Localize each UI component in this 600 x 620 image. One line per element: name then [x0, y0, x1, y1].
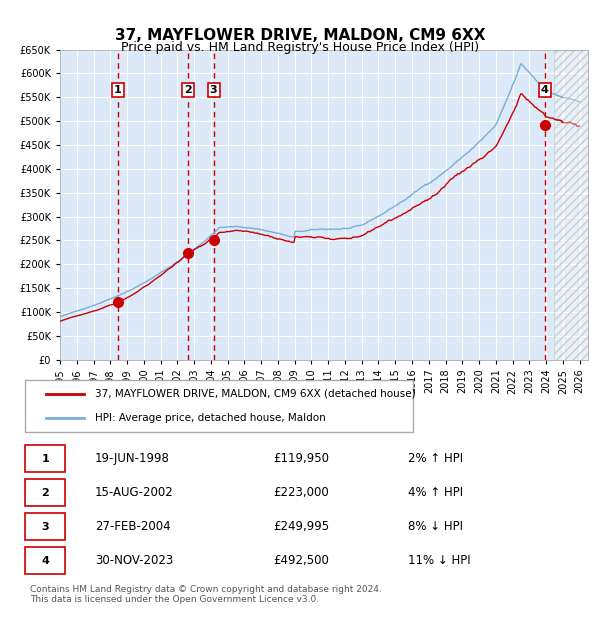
Text: Contains HM Land Registry data © Crown copyright and database right 2024.
This d: Contains HM Land Registry data © Crown c…: [30, 585, 382, 604]
Text: £223,000: £223,000: [273, 486, 329, 499]
Text: £119,950: £119,950: [273, 452, 329, 465]
Text: 1: 1: [114, 85, 122, 95]
Text: 3: 3: [41, 522, 49, 532]
Text: 8% ↓ HPI: 8% ↓ HPI: [408, 520, 463, 533]
Text: 37, MAYFLOWER DRIVE, MALDON, CM9 6XX: 37, MAYFLOWER DRIVE, MALDON, CM9 6XX: [115, 28, 485, 43]
Text: 3: 3: [210, 85, 217, 95]
Text: £492,500: £492,500: [273, 554, 329, 567]
Text: 1: 1: [41, 454, 49, 464]
Text: 2% ↑ HPI: 2% ↑ HPI: [408, 452, 463, 465]
FancyBboxPatch shape: [25, 547, 65, 575]
FancyBboxPatch shape: [25, 479, 65, 507]
Text: 30-NOV-2023: 30-NOV-2023: [95, 554, 173, 567]
FancyBboxPatch shape: [25, 513, 65, 541]
Text: 4: 4: [541, 85, 548, 95]
Text: HPI: Average price, detached house, Maldon: HPI: Average price, detached house, Mald…: [95, 414, 326, 423]
FancyBboxPatch shape: [25, 445, 65, 472]
Text: 19-JUN-1998: 19-JUN-1998: [95, 452, 170, 465]
Text: 11% ↓ HPI: 11% ↓ HPI: [408, 554, 470, 567]
Text: 4% ↑ HPI: 4% ↑ HPI: [408, 486, 463, 499]
Bar: [554, 50, 600, 360]
Text: £249,995: £249,995: [273, 520, 329, 533]
FancyBboxPatch shape: [25, 381, 413, 432]
Text: 37, MAYFLOWER DRIVE, MALDON, CM9 6XX (detached house): 37, MAYFLOWER DRIVE, MALDON, CM9 6XX (de…: [95, 389, 415, 399]
Text: Price paid vs. HM Land Registry's House Price Index (HPI): Price paid vs. HM Land Registry's House …: [121, 41, 479, 54]
Text: 2: 2: [184, 85, 191, 95]
Bar: [554, 50, 600, 360]
Text: 2: 2: [41, 488, 49, 498]
Text: 27-FEB-2004: 27-FEB-2004: [95, 520, 170, 533]
Text: 15-AUG-2002: 15-AUG-2002: [95, 486, 173, 499]
Text: 4: 4: [41, 556, 49, 566]
